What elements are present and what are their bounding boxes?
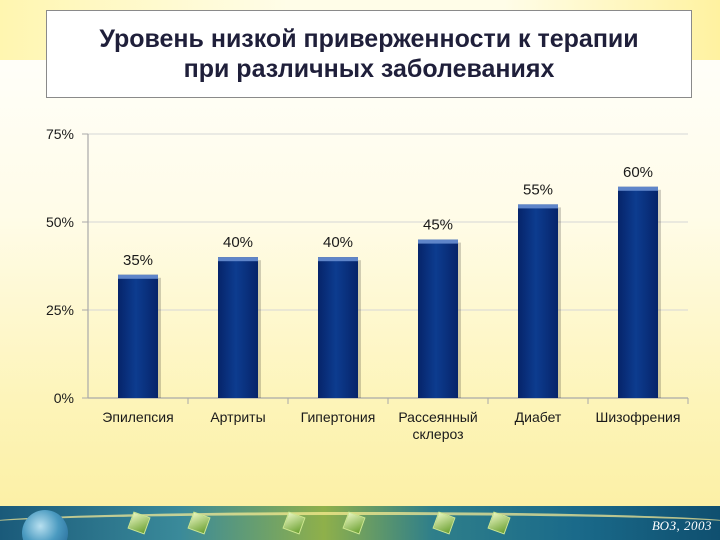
page-title: Уровень низкой приверженности к терапии … (99, 24, 638, 84)
bar (218, 257, 258, 398)
title-line-2: при различных заболеваниях (183, 55, 555, 83)
data-label: 55% (523, 181, 553, 198)
source-label: ВОЗ, 2003 (651, 518, 712, 533)
title-line-1: Уровень низкой приверженности к терапии (99, 25, 639, 53)
bar-chart: 0% 25% 50% 75% 35% Эпилепсия 40% Артриты 40% Гипе… (46, 126, 689, 442)
data-label: 40% (323, 234, 353, 251)
y-tick-label: 75% (46, 126, 74, 142)
data-label: 40% (223, 234, 253, 251)
bar (118, 274, 158, 398)
globe-icon (22, 510, 68, 540)
x-tick-label: Эпилепсия (102, 409, 173, 425)
footer-swoosh (0, 512, 720, 535)
y-tick-label: 50% (46, 214, 74, 230)
y-tick-label: 0% (54, 390, 74, 406)
bar-top-highlight (218, 257, 258, 262)
bar (318, 257, 358, 398)
bar-top-highlight (518, 204, 558, 209)
data-label: 60% (623, 164, 653, 181)
x-tick-label: склероз (412, 426, 463, 442)
data-label: 35% (123, 252, 153, 269)
bar-top-highlight (318, 257, 358, 262)
bar-top-highlight (118, 274, 158, 279)
bar (618, 186, 658, 398)
bar (418, 239, 458, 398)
title-box: Уровень низкой приверженности к терапии … (46, 10, 692, 98)
x-tick-label: Диабет (515, 409, 562, 425)
bar (518, 204, 558, 398)
x-tick-label: Гипертония (301, 409, 376, 425)
x-tick-label: Артриты (210, 409, 265, 425)
y-tick-label: 25% (46, 302, 74, 318)
bar-top-highlight (618, 186, 658, 191)
x-tick-label: Шизофрения (596, 409, 681, 425)
bar-top-highlight (418, 239, 458, 244)
footer-banner (0, 506, 720, 540)
x-tick-label: Рассеянный (398, 409, 477, 425)
data-label: 45% (423, 217, 453, 234)
